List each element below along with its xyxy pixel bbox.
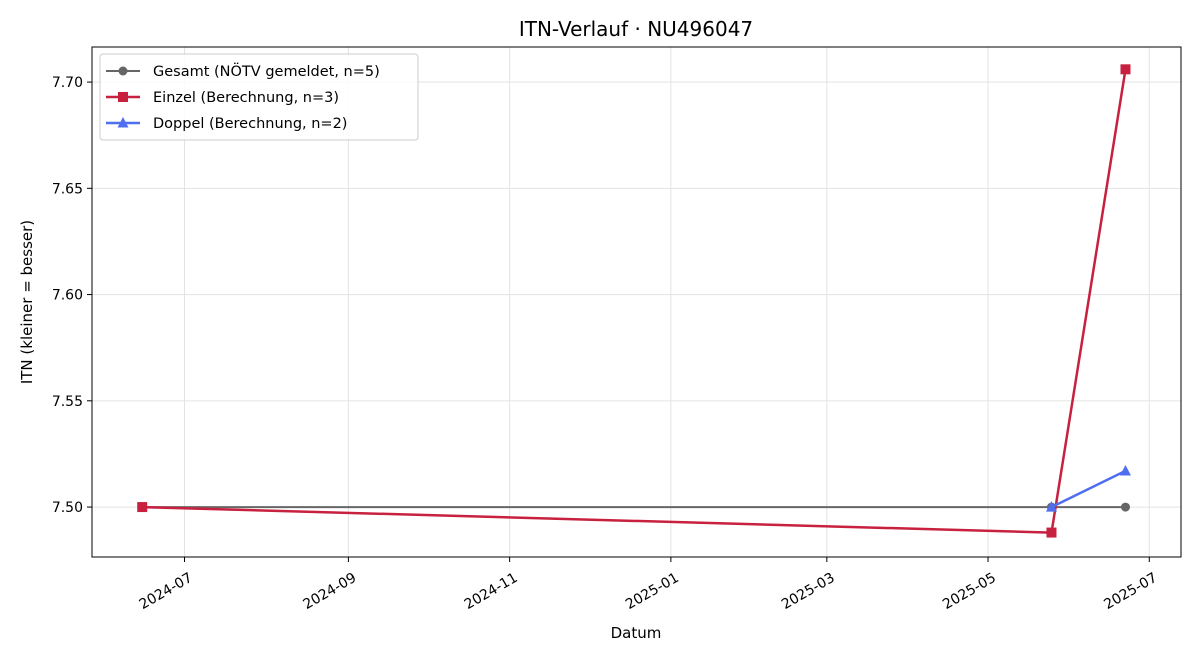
data-point xyxy=(1119,464,1131,476)
series-line xyxy=(1050,469,1127,509)
legend-marker xyxy=(117,117,129,128)
data-point xyxy=(137,502,148,513)
y-tick-label: 7.65 xyxy=(52,181,83,197)
legend-label: Doppel (Berechnung, n=2) xyxy=(153,116,347,132)
x-tick-label: 2024-11 xyxy=(462,570,521,613)
x-tick-label: 2025-05 xyxy=(940,570,999,613)
data-point xyxy=(1120,502,1130,512)
y-tick-label: 7.50 xyxy=(52,500,83,516)
data-point xyxy=(1046,527,1057,538)
chart-title: ITN-Verlauf · NU496047 xyxy=(519,17,753,41)
y-axis: 7.50 7.55 7.60 7.65 7.70 xyxy=(52,75,92,516)
x-axis-label: Datum xyxy=(611,624,662,642)
x-tick-label: 2024-09 xyxy=(301,570,360,613)
y-tick-label: 7.55 xyxy=(52,394,83,410)
series-3 xyxy=(1045,464,1131,512)
x-tick-label: 2025-03 xyxy=(779,570,838,613)
x-tick-label: 2025-01 xyxy=(623,570,682,613)
y-tick-label: 7.60 xyxy=(52,288,83,304)
legend-label: Gesamt (NÖTV gemeldet, n=5) xyxy=(153,62,380,80)
legend: Gesamt (NÖTV gemeldet, n=5) Einzel (Berec… xyxy=(99,53,419,141)
x-tick-label: 2025-07 xyxy=(1101,570,1160,613)
legend-marker xyxy=(118,92,128,102)
y-tick-label: 7.70 xyxy=(52,75,83,91)
y-axis-label: ITN (kleiner = besser) xyxy=(18,220,36,384)
data-point xyxy=(1045,501,1057,512)
legend-label: Einzel (Berechnung, n=3) xyxy=(153,90,339,106)
x-tick-label: 2024-07 xyxy=(137,570,196,613)
legend-box xyxy=(99,53,419,141)
series-2 xyxy=(137,64,1131,538)
series-layer xyxy=(137,64,1131,538)
data-point xyxy=(1120,64,1131,75)
legend-marker xyxy=(118,66,128,76)
x-axis: 2024-07 2024-09 2024-11 2025-01 2025-03 2025-… xyxy=(137,557,1160,613)
plot-frame xyxy=(91,46,1182,558)
